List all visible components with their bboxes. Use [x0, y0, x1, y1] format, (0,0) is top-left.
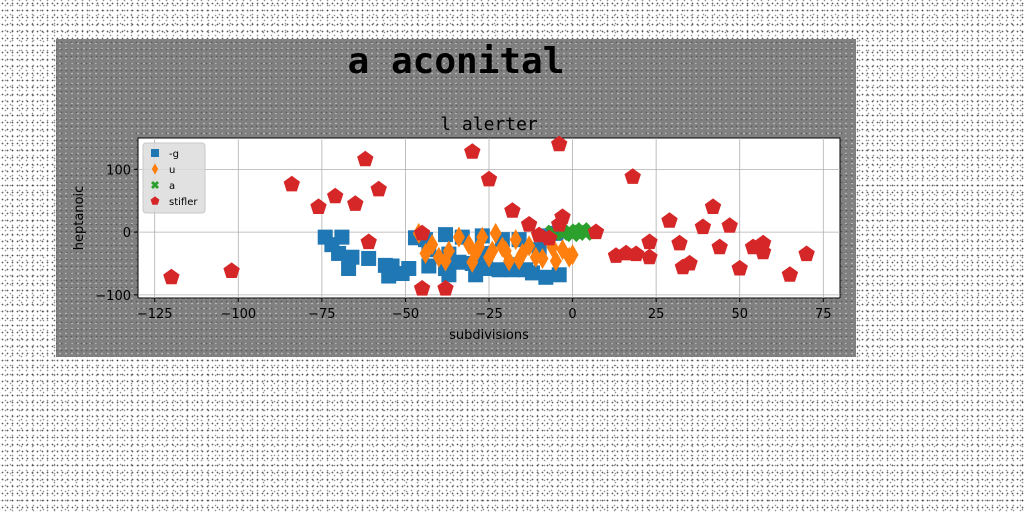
data-point-diamond: [566, 244, 579, 266]
figure-title: a aconital: [347, 41, 565, 82]
data-point-square: [441, 267, 457, 283]
data-point-square: [344, 249, 360, 265]
x-tick-label: −100: [220, 307, 256, 322]
data-point-square: [438, 227, 454, 243]
y-tick-label: −100: [95, 289, 131, 304]
data-point-pentagon: [370, 180, 387, 197]
data-point-square: [491, 262, 507, 278]
axis-ticks: −125 −100 −75 −50 −25 0 25 50 75 −100 0 100: [95, 163, 831, 322]
data-point-square: [551, 267, 567, 283]
data-point-x-square: [575, 222, 591, 238]
data-point-square: [468, 267, 484, 283]
legend-marker: [151, 149, 159, 157]
data-point-square: [361, 250, 377, 266]
data-point-pentagon: [798, 245, 815, 262]
y-axis-label: heptanoic: [72, 186, 87, 251]
x-tick-label: 25: [648, 307, 665, 322]
x-tick-label: 0: [568, 307, 576, 322]
data-point-diamond: [509, 229, 522, 251]
data-point-pentagon: [360, 233, 377, 250]
data-point-pentagon: [223, 262, 240, 278]
scatter-chart: −125 −100 −75 −50 −25 0 25 50 75 −100 0 100 l alert…: [72, 114, 841, 343]
legend-label: u: [169, 165, 175, 176]
y-tick-label: 0: [123, 226, 131, 241]
x-axis-label: subdivisions: [449, 328, 529, 343]
data-point-diamond: [432, 246, 445, 268]
data-point-square: [341, 261, 357, 277]
data-point-pentagon: [504, 202, 521, 218]
data-point-pentagon: [541, 229, 558, 246]
data-point-diamond: [466, 251, 479, 273]
figure: a aconital −125 −100 −75 −50 −25 0 25 50 75 −100 0…: [56, 39, 856, 357]
legend-label: -g: [169, 149, 179, 160]
data-point-pentagon: [327, 187, 344, 204]
data-point-pentagon: [437, 280, 454, 296]
data-point-diamond: [489, 222, 502, 244]
x-tick-label: −50: [392, 307, 419, 322]
data-point-pentagon: [551, 135, 568, 152]
data-point-pentagon: [347, 195, 364, 211]
legend-label: a: [169, 181, 175, 192]
data-point-pentagon: [464, 143, 481, 159]
data-point-diamond: [452, 226, 465, 248]
data-point-pentagon: [641, 248, 658, 265]
data-point-pentagon: [357, 150, 374, 167]
legend: -g ua stifler: [142, 142, 206, 214]
data-point-pentagon: [711, 238, 728, 255]
data-point-square: [394, 266, 410, 282]
x-tick-label: 50: [731, 307, 748, 322]
legend-marker: [150, 196, 160, 205]
data-point-square: [524, 265, 540, 281]
data-point-pentagon: [283, 175, 300, 192]
data-point-pentagon: [721, 217, 738, 233]
data-point-diamond: [513, 249, 526, 271]
data-point-pentagon: [624, 168, 641, 184]
data-point-pentagon: [694, 218, 712, 235]
data-point-pentagon: [163, 268, 180, 285]
data-point-square: [538, 269, 554, 285]
data-point-diamond: [419, 242, 432, 264]
x-tick-label: −75: [308, 307, 335, 322]
data-point-square: [381, 268, 397, 284]
legend-marker: [151, 181, 159, 189]
legend-label: stifler: [169, 197, 198, 208]
data-point-diamond: [472, 236, 485, 258]
data-point-diamond: [439, 250, 452, 272]
data-point-pentagon: [413, 224, 431, 241]
y-tick-label: 100: [106, 163, 131, 178]
data-point-square: [331, 245, 347, 261]
data-point-pentagon: [551, 216, 568, 232]
data-point-pentagon: [754, 243, 772, 260]
data-point-pentagon: [661, 212, 678, 228]
data-point-pentagon: [681, 254, 698, 271]
data-markers: [163, 135, 815, 296]
data-point-pentagon: [641, 233, 658, 250]
data-point-diamond: [486, 240, 499, 262]
x-tick-label: −125: [137, 307, 173, 322]
data-point-pentagon: [731, 259, 748, 276]
data-point-pentagon: [671, 234, 688, 251]
series-u-group: [412, 222, 579, 273]
x-tick-label: −25: [475, 307, 502, 322]
data-point-pentagon: [781, 266, 799, 282]
data-point-pentagon: [754, 234, 772, 251]
data-point-pentagon: [520, 216, 538, 232]
data-point-pentagon: [704, 198, 722, 214]
data-point-pentagon: [587, 223, 605, 240]
data-point-diamond: [529, 246, 542, 268]
data-point-pentagon: [413, 280, 431, 296]
data-point-diamond: [536, 247, 549, 269]
series-stifler-group: [163, 135, 815, 296]
data-point-square: [421, 258, 437, 274]
axes-title: l alerter: [440, 114, 538, 135]
data-point-diamond: [523, 235, 536, 257]
data-point-diamond: [499, 240, 512, 262]
data-point-pentagon: [480, 170, 498, 187]
x-tick-label: 75: [815, 307, 832, 322]
legend-box: [142, 142, 206, 214]
data-point-pentagon: [310, 198, 327, 214]
data-point-pentagon: [627, 245, 645, 262]
